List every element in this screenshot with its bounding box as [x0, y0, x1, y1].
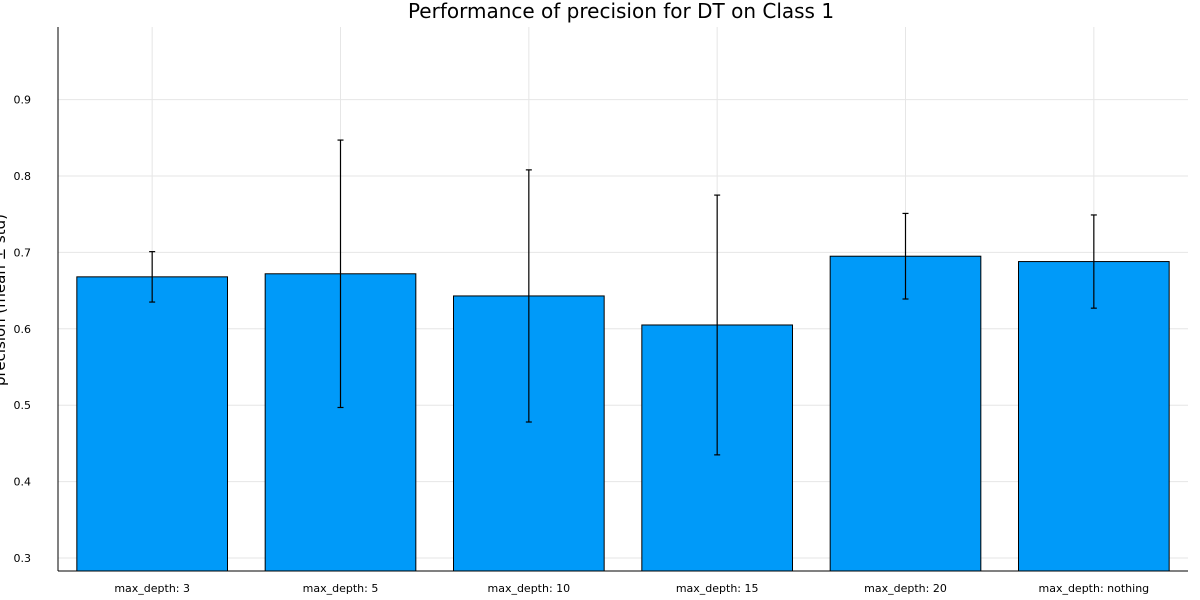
y-tick-label: 0.8	[14, 170, 32, 183]
y-tick-label: 0.6	[14, 323, 32, 336]
x-tick-label: max_depth: 10	[487, 582, 570, 595]
x-tick-label: max_depth: 5	[303, 582, 379, 595]
x-tick-label: max_depth: 20	[864, 582, 947, 595]
error-bars	[149, 139, 1097, 456]
y-tick-label: 0.9	[14, 94, 32, 107]
x-tick-label: max_depth: nothing	[1038, 582, 1149, 595]
axes	[57, 27, 1188, 572]
bar	[829, 255, 982, 572]
y-tick-label: 0.3	[14, 552, 32, 565]
tick-labels: 0.3 0.4 0.5 0.6 0.7 0.8 0.9 max_depth: 3 max_dep…	[14, 94, 1150, 595]
bars	[76, 255, 1170, 572]
bar	[76, 276, 229, 572]
y-axis-label: precision (mean ± std)	[0, 214, 9, 386]
y-tick-label: 0.4	[14, 476, 32, 489]
y-tick-label: 0.7	[14, 246, 32, 259]
y-tick-label: 0.5	[14, 399, 32, 412]
bar	[1018, 261, 1170, 572]
x-tick-label: max_depth: 3	[114, 582, 190, 595]
chart-title: Performance of precision for DT on Class…	[408, 0, 834, 23]
x-tick-label: max_depth: 15	[676, 582, 759, 595]
